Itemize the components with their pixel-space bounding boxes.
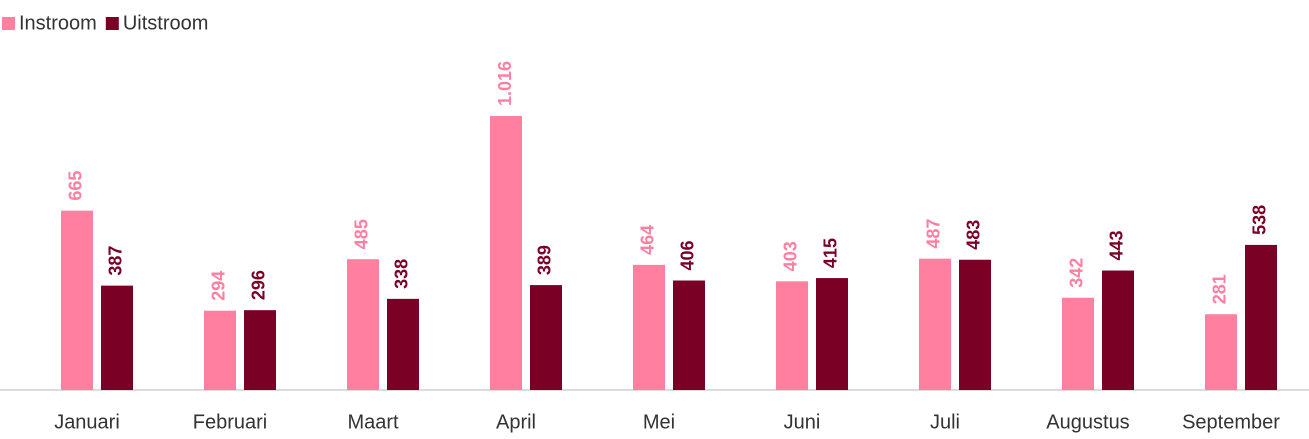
bar: [816, 278, 848, 390]
data-label: 389: [535, 245, 555, 275]
bar: [490, 116, 522, 390]
bar: [919, 258, 951, 390]
data-label: 281: [1210, 274, 1230, 304]
x-tick-label: Mei: [643, 411, 675, 433]
legend-label: Uitstroom: [123, 12, 209, 34]
data-label: 538: [1250, 205, 1270, 235]
bar: [244, 310, 276, 390]
data-label: 1.016: [495, 61, 515, 106]
bar: [673, 280, 705, 390]
legend-label: Instroom: [19, 12, 97, 34]
x-tick-label: Juni: [784, 411, 821, 433]
legend-swatch: [2, 17, 15, 30]
data-label: 296: [249, 270, 269, 300]
bar: [101, 285, 133, 390]
bar: [530, 285, 562, 390]
data-label: 406: [678, 240, 698, 270]
data-label: 338: [392, 259, 412, 289]
bar: [959, 259, 991, 390]
data-label: 665: [66, 171, 86, 201]
bar: [347, 259, 379, 390]
data-label: 487: [924, 219, 944, 249]
data-label: 403: [781, 241, 801, 271]
data-label: 415: [821, 238, 841, 268]
data-label: 342: [1067, 258, 1087, 288]
bar: [387, 298, 419, 390]
x-tick-label: Maart: [347, 411, 399, 433]
bar: [1062, 297, 1094, 390]
data-label: 483: [964, 220, 984, 250]
bar: [776, 281, 808, 390]
data-label: 464: [638, 225, 658, 255]
data-label: 485: [352, 219, 372, 249]
x-tick-label: Februari: [193, 411, 267, 433]
data-label: 443: [1107, 230, 1127, 260]
x-tick-label: April: [496, 411, 536, 433]
data-label: 387: [106, 246, 126, 276]
x-tick-label: Juli: [930, 411, 960, 433]
bar: [61, 210, 93, 390]
bar: [204, 310, 236, 390]
bar: [1245, 244, 1277, 390]
bar: [1205, 314, 1237, 390]
data-label: 294: [209, 271, 229, 301]
x-tick-label: September: [1182, 411, 1280, 433]
x-tick-label: Augustus: [1046, 411, 1129, 433]
x-tick-label: Januari: [54, 411, 120, 433]
legend-swatch: [105, 17, 119, 30]
bar: [1102, 270, 1134, 390]
bar: [633, 264, 665, 390]
